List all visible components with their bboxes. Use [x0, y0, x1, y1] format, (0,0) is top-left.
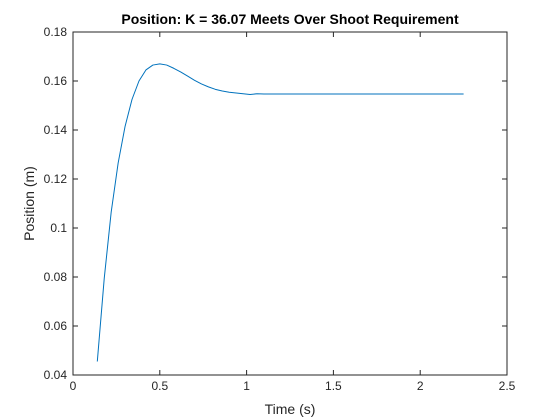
- x-tick-label: 0.5: [151, 379, 168, 393]
- chart-title: Position: K = 36.07 Meets Over Shoot Req…: [121, 11, 459, 27]
- y-tick-label: 0.12: [44, 172, 68, 186]
- y-tick-label: 0.16: [44, 74, 68, 88]
- y-axis-label: Position (m): [21, 166, 37, 241]
- y-ticks: 0.04 0.06 0.08 0.1 0.12 0.14 0.16 0.18: [44, 25, 507, 382]
- x-tick-label: 0: [70, 379, 77, 393]
- y-tick-label: 0.1: [50, 221, 67, 235]
- plot-area: [72, 31, 508, 376]
- y-tick-label: 0.06: [44, 319, 68, 333]
- x-ticks: 0 0.5 1 1.5 2 2.5: [70, 32, 516, 393]
- x-tick-label: 1: [243, 379, 250, 393]
- x-tick-label: 2: [417, 379, 424, 393]
- y-tick-label: 0.08: [44, 270, 68, 284]
- series-line: [96, 63, 464, 362]
- series-group: [96, 63, 464, 362]
- y-tick-label: 0.18: [44, 25, 68, 39]
- x-tick-label: 2.5: [499, 379, 516, 393]
- y-tick-label: 0.14: [44, 123, 68, 137]
- x-axis-label: Time (s): [265, 401, 316, 417]
- y-tick-label: 0.04: [44, 368, 68, 382]
- x-tick-label: 1.5: [325, 379, 342, 393]
